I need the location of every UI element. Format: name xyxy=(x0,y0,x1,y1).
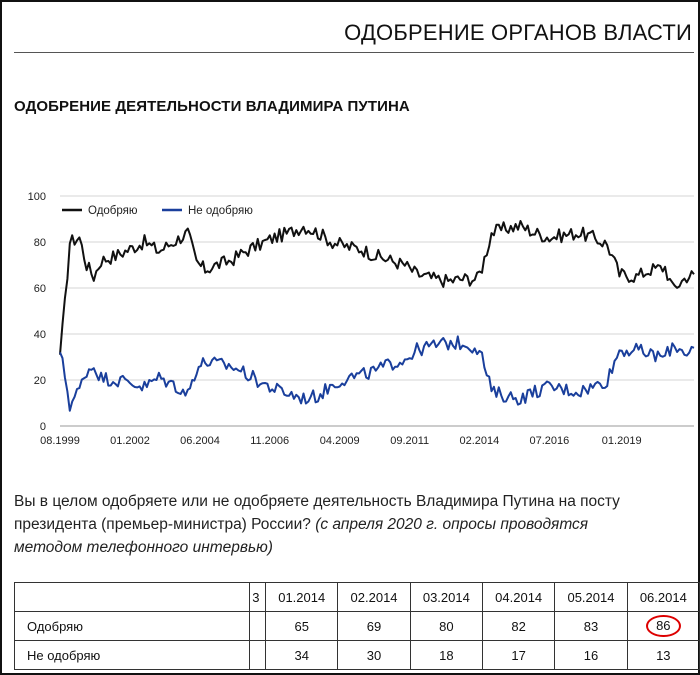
table-cell: 34 xyxy=(265,640,339,670)
x-tick-label: 01.2019 xyxy=(602,435,642,447)
table-cell: 13 xyxy=(626,640,700,670)
table-header-month: 04.2014 xyxy=(481,582,556,612)
table-cell: 16 xyxy=(554,640,628,670)
y-tick-label: 100 xyxy=(28,191,46,203)
approval-line-chart: 0 20 40 60 80 100 08.1999 01.2002 06.2004 11.2006… xyxy=(28,191,695,447)
question-line-1: Вы в целом одобряете или не одобряете де… xyxy=(14,493,620,510)
x-tick-label: 09.2011 xyxy=(390,435,429,447)
chart-series xyxy=(59,220,695,412)
row-label: Одобряю xyxy=(13,611,251,641)
x-tick-label: 07.2016 xyxy=(530,435,570,447)
table-header-month: 03.2014 xyxy=(409,582,484,612)
x-tick-label: 01.2002 xyxy=(110,435,150,447)
series-line-approve xyxy=(59,220,695,355)
x-tick-label: 06.2004 xyxy=(180,435,220,447)
table-row-approve: Одобряю 65 69 80 82 83 86 xyxy=(13,611,700,641)
page-header-title: ОДОБРЕНИЕ ОРГАНОВ ВЛАСТИ xyxy=(344,20,692,45)
table-cell: 82 xyxy=(481,611,556,641)
table-cell: 83 xyxy=(554,611,628,641)
table-header-label xyxy=(13,582,251,612)
y-tick-label: 80 xyxy=(34,237,46,249)
table-header-month: 01.2014 xyxy=(265,582,339,612)
y-tick-label: 60 xyxy=(34,283,46,295)
table-cell: 69 xyxy=(337,611,411,641)
table-cell: 80 xyxy=(409,611,484,641)
y-tick-label: 40 xyxy=(34,329,46,341)
x-tick-label: 08.1999 xyxy=(40,435,80,447)
x-tick-label: 02.2014 xyxy=(460,435,500,447)
header-divider xyxy=(14,52,694,53)
table-header-cut-column: 3 xyxy=(249,582,267,612)
table-cell-highlighted: 86 xyxy=(626,611,700,641)
table-header-month: 02.2014 xyxy=(337,582,411,612)
results-table: 3 01.2014 02.2014 03.2014 04.2014 05.201… xyxy=(13,582,700,670)
table-header-month: 06.2014 xyxy=(626,582,700,612)
chart-axes: 0 20 40 60 80 100 08.1999 01.2002 06.2004 11.2006… xyxy=(28,191,694,447)
row-label: Не одобряю xyxy=(13,640,251,670)
question-line-3: методом телефонного интервью) xyxy=(14,539,273,556)
x-tick-label: 04.2009 xyxy=(320,435,360,447)
table-cell: 65 xyxy=(265,611,339,641)
table-cell xyxy=(249,611,267,641)
table-cell: 18 xyxy=(409,640,484,670)
chart-grid xyxy=(60,195,694,427)
y-tick-label: 20 xyxy=(34,375,46,387)
x-tick-label: 11.2006 xyxy=(250,435,289,447)
y-tick-label: 0 xyxy=(40,421,46,433)
table-cell xyxy=(249,640,267,670)
question-method-note: (с апреля 2020 г. опросы проводятся xyxy=(315,516,589,533)
table-header-row: 3 01.2014 02.2014 03.2014 04.2014 05.201… xyxy=(13,582,700,612)
table-cell: 30 xyxy=(337,640,411,670)
table-cell: 17 xyxy=(481,640,556,670)
highlight-circle: 86 xyxy=(646,615,681,637)
survey-question: Вы в целом одобряете или не одобряете де… xyxy=(14,490,700,559)
table-header-month: 05.2014 xyxy=(554,582,628,612)
chart-legend: Одобряю Не одобряю xyxy=(62,205,253,217)
legend-label: Не одобряю xyxy=(188,205,253,217)
section-title: ОДОБРЕНИЕ ДЕЯТЕЛЬНОСТИ ВЛАДИМИРА ПУТИНА xyxy=(14,98,410,115)
question-line-2-main: президента (премьер-министра) России? xyxy=(14,516,316,533)
table-row-disapprove: Не одобряю 34 30 18 17 16 13 xyxy=(13,640,700,670)
series-line-disapprove xyxy=(59,335,695,412)
question-line-2: президента (премьер-министра) России? (с… xyxy=(14,513,700,536)
legend-label: Одобряю xyxy=(88,205,138,217)
